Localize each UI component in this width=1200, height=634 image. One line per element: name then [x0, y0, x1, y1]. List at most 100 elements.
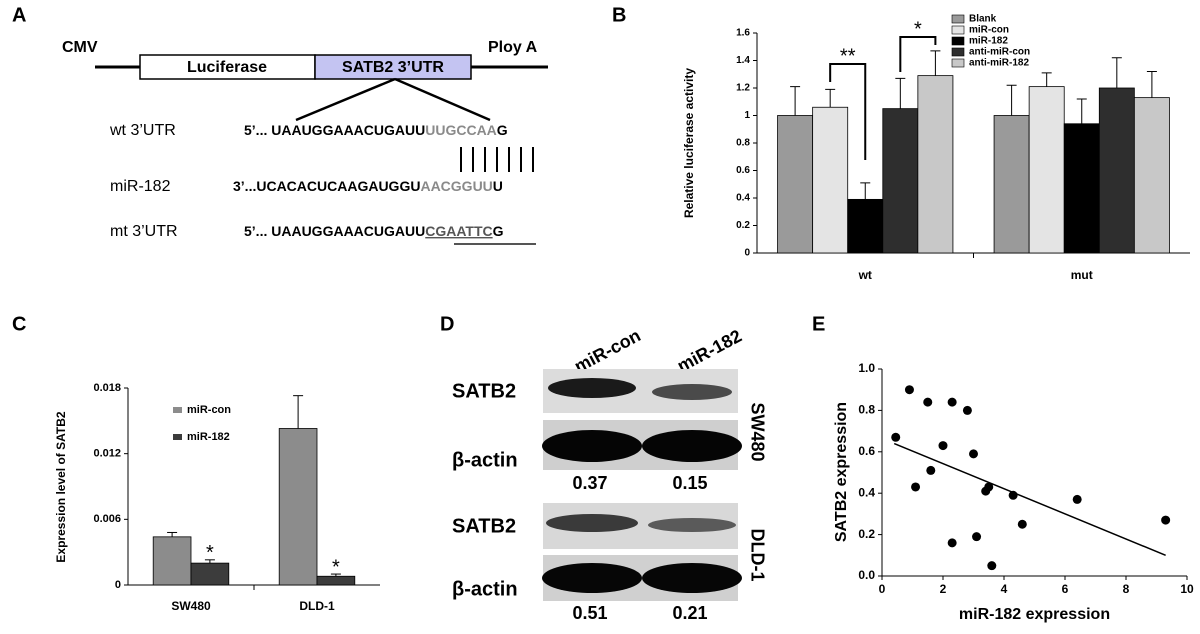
cell-line: SW480 [747, 402, 767, 461]
column-label: miR-con [571, 325, 644, 376]
utr-label: SATB2 3’UTR [342, 59, 444, 76]
band [546, 514, 638, 532]
bar [1133, 97, 1170, 254]
bar [152, 536, 192, 586]
sequence: 5’... UAAUGGAAACUGAUUCGAATTCG [244, 223, 504, 239]
point [947, 397, 957, 407]
point [1008, 490, 1018, 500]
y-tick-label: 0.6 [858, 444, 875, 458]
legend-label: Blank [969, 14, 997, 25]
sequence: 5’... UAAUGGAAACUGAUUUUGCCAAG [244, 122, 508, 138]
y-tick-label: 0.0 [858, 568, 875, 582]
x-tick-label: 8 [1123, 582, 1130, 596]
point [891, 432, 901, 442]
bar [278, 428, 318, 586]
legend-label: miR-con [187, 404, 231, 416]
seq-suffix: G [497, 122, 508, 138]
ratio: 0.21 [672, 603, 707, 623]
y-tick-label: 0 [744, 248, 750, 259]
ratio: 0.51 [572, 603, 607, 623]
y-tick-label: 0.6 [736, 165, 750, 176]
x-tick-label: 10 [1180, 582, 1194, 596]
legend-label: miR-con [969, 25, 1009, 36]
gene-label: Luciferase [187, 59, 267, 76]
seq-prefix: 5’... UAAUGGAAACUGAUU [244, 122, 425, 138]
point [947, 538, 957, 548]
western-blot: miR-con miR-182 SATB2 β-actin SATB2 β-ac… [452, 325, 767, 623]
panel-label: E [812, 313, 825, 335]
trendline [893, 442, 1166, 556]
significance-bracket [899, 36, 937, 72]
y-tick-label: 0 [115, 579, 121, 591]
pairing-lines [460, 147, 534, 172]
y-tick-label: 0.4 [858, 485, 875, 499]
x-tick-label: wt [858, 268, 872, 282]
legend-swatch [951, 25, 965, 35]
y-tick-label: 1 [744, 110, 750, 121]
cell-line: DLD-1 [747, 529, 767, 582]
row-label: SATB2 [452, 515, 516, 537]
bar [316, 575, 356, 586]
y-tick-label: 0.8 [736, 138, 750, 149]
ratio: 0.37 [572, 473, 607, 493]
sequence: 3’...UCACACUCAAGAUGGUAACGGUUU [233, 178, 503, 194]
point [962, 405, 972, 415]
y-axis-label: Expression level of SATB2 [54, 411, 68, 562]
significance-bracket [829, 63, 867, 160]
point [972, 532, 982, 542]
y-tick-label: 0.4 [736, 193, 750, 204]
point [911, 482, 921, 492]
legend-swatch [951, 47, 965, 57]
seq-suffix: U [493, 178, 503, 194]
panel-label: B [612, 4, 626, 26]
band [542, 563, 642, 593]
bar [993, 115, 1030, 254]
y-tick-label: 0.2 [858, 527, 875, 541]
point [923, 397, 933, 407]
zoom-line [394, 77, 491, 122]
significance-label: ** [840, 45, 856, 67]
band [548, 378, 636, 398]
point [904, 385, 914, 395]
point [987, 561, 997, 571]
y-tick-label: 0.006 [93, 513, 121, 525]
ratio: 0.15 [672, 473, 707, 493]
bar [917, 75, 954, 254]
y-axis-label: Relative luciferase activity [682, 68, 696, 218]
y-axis-label: SATB2 expression [833, 402, 850, 542]
row-label: mt 3’UTR [110, 223, 178, 240]
row-label: miR-182 [110, 178, 171, 195]
seq-core: CGAATTC [425, 223, 492, 239]
y-tick-label: 1.4 [736, 55, 750, 66]
seq-core: UUGCCAA [425, 122, 497, 138]
legend-label: miR-182 [969, 36, 1008, 47]
legend-swatch [951, 36, 965, 46]
band [652, 384, 732, 400]
legend-swatch [951, 58, 965, 68]
band [542, 430, 642, 462]
legend-label: miR-182 [187, 431, 230, 443]
significance-label: * [206, 542, 214, 564]
construct-diagram: CMV Luciferase SATB2 3’UTR Ploy A wt 3’U… [62, 39, 548, 245]
legend-swatch [173, 407, 182, 413]
bar [1063, 123, 1100, 254]
polya-label: Ploy A [488, 39, 538, 56]
row-label: wt 3’UTR [109, 122, 176, 139]
legend-label: anti-miR-con [969, 47, 1030, 58]
point [926, 465, 936, 475]
y-tick-label: 1.6 [736, 28, 750, 39]
promoter-label: CMV [62, 39, 98, 56]
x-tick-label: 6 [1062, 582, 1069, 596]
significance-label: * [914, 18, 922, 40]
seq-prefix: 3’...UCACACUCAAGAUGGU [233, 178, 420, 194]
bar [1028, 86, 1065, 254]
band [642, 563, 742, 593]
legend-label: anti-miR-182 [969, 58, 1029, 69]
point [1072, 494, 1082, 504]
x-tick-label: 2 [940, 582, 947, 596]
point [984, 482, 994, 492]
panel-label: C [12, 313, 26, 335]
seq-prefix: 5’... UAAUGGAAACUGAUU [244, 223, 425, 239]
point [1017, 519, 1027, 529]
